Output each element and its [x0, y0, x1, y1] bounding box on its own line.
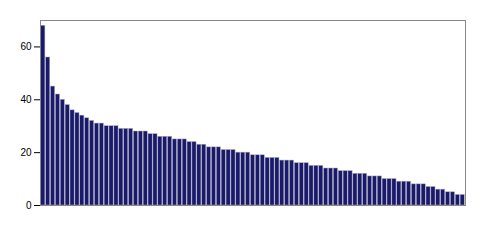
svg-text:0: 0 — [26, 200, 32, 211]
svg-text:40: 40 — [20, 94, 32, 105]
svg-text:20: 20 — [20, 147, 32, 158]
svg-text:60: 60 — [20, 41, 32, 52]
